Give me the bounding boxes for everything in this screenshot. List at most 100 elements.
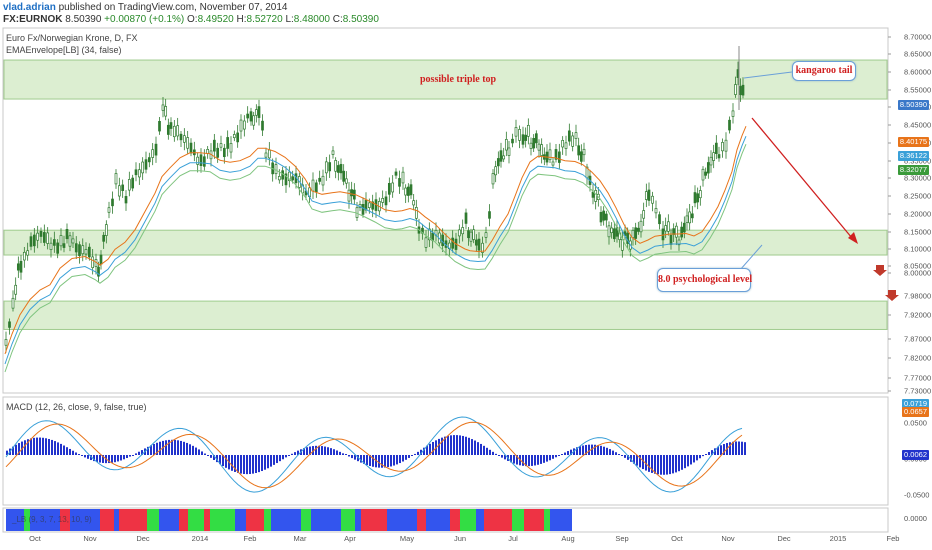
macd-hist-bar (588, 444, 590, 455)
macd-line (5, 416, 743, 493)
candle-body (14, 284, 18, 295)
candle-body (68, 235, 72, 247)
candle-body (71, 238, 75, 244)
macd-hist-bar (222, 455, 224, 467)
candle-body (604, 213, 608, 221)
time-tick-label: Nov (83, 534, 97, 543)
macd-hist-bar (390, 455, 392, 467)
candle-body (564, 142, 568, 149)
author-link[interactable]: vlad.adrian (3, 2, 56, 13)
macd-hist-bar (483, 445, 485, 455)
candle-body (502, 155, 506, 160)
macd-hist-bar (567, 451, 569, 455)
candle-body (347, 189, 351, 202)
macd-hist-bar (639, 455, 641, 468)
candle-body (99, 254, 103, 265)
candle-body (46, 232, 50, 244)
macd-hist-bar (153, 443, 155, 455)
price-tick-label: 8.05000 (904, 262, 931, 271)
symbol-name[interactable]: FX:EURNOK (3, 14, 63, 25)
candle-body (36, 232, 40, 241)
candle-body (161, 104, 165, 111)
candle-body (511, 138, 514, 144)
macd-hist-bar (477, 442, 479, 455)
macd-hist-bar (39, 437, 41, 455)
lb-segment (361, 509, 387, 531)
macd-hist-bar (324, 446, 326, 455)
price-tag: 8.40175 (897, 137, 929, 147)
macd-hist-bar (540, 455, 542, 464)
candle-body (499, 150, 503, 162)
macd-hist-bar (168, 439, 170, 455)
lb-title[interactable]: _LB (9, 3, 7, 13, 10, 9) (12, 515, 92, 524)
macd-hist-bar (354, 455, 356, 460)
candle-body (741, 84, 745, 96)
candle-body (644, 191, 648, 200)
candle-body (26, 250, 30, 256)
price-tick-label: 7.87000 (904, 335, 931, 344)
macd-hist-bar (57, 442, 59, 455)
candle-body (151, 149, 155, 158)
candle-body (166, 124, 170, 135)
macd-title[interactable]: MACD (12, 26, close, 9, false, true) (6, 402, 147, 412)
price-tick-label: 7.98000 (904, 292, 931, 301)
candle-body (344, 178, 348, 184)
candle-body (602, 210, 606, 221)
candle-body (371, 201, 375, 210)
macd-hist-bar (249, 455, 251, 475)
macd-hist-bar (570, 449, 572, 455)
macd-hist-bar (36, 437, 38, 455)
macd-hist-bar (330, 448, 332, 455)
macd-hist-bar (117, 455, 119, 462)
macd-hist-bar (522, 455, 524, 466)
macd-hist-bar (120, 455, 122, 461)
candle-body (451, 237, 455, 249)
candle-body (127, 179, 131, 191)
time-tick-label: Apr (344, 534, 356, 543)
candle-body (62, 243, 66, 248)
macd-hist-bar (492, 451, 494, 455)
candle-body (690, 213, 694, 219)
lb-segment (355, 509, 361, 531)
macd-hist-bar (279, 455, 281, 462)
lb-segment (544, 509, 550, 531)
candle-body (712, 152, 716, 161)
macd-hist-bar (291, 453, 293, 455)
candle-body (222, 147, 226, 158)
candle-body (367, 202, 371, 208)
candle-body (121, 184, 125, 191)
macd-hist-bar (60, 443, 62, 455)
macd-hist-bar (735, 441, 737, 455)
price-tick-label: 8.35000 (904, 157, 931, 166)
indicator-title[interactable]: EMAEnvelope[LB] (34, false) (6, 45, 122, 55)
macd-hist-bar (393, 455, 395, 466)
candle-body (81, 245, 85, 255)
lb-segment (333, 509, 341, 531)
lb-segment (204, 509, 210, 531)
price-tick-label: 8.55000 (904, 86, 931, 95)
candle-body (321, 175, 325, 186)
macd-hist-bar (51, 439, 53, 455)
macd-hist-bar (594, 444, 596, 455)
ema-envelope-upper (4, 126, 747, 355)
lb-segment (6, 509, 24, 531)
candle-body (284, 173, 288, 186)
macd-hist-bar (681, 455, 683, 470)
candle-body (384, 196, 388, 206)
macd-hist-bar (198, 449, 200, 455)
candle-body (414, 207, 418, 219)
macd-hist-bar (108, 455, 110, 464)
macd-hist-bar (285, 455, 287, 458)
macd-hist-bar (561, 454, 563, 455)
lb-segment (524, 509, 544, 531)
macd-hist-bar (462, 435, 464, 455)
macd-hist-bar (414, 453, 416, 455)
lb-segment (235, 509, 246, 531)
candle-body (693, 192, 697, 204)
macd-hist-bar (525, 455, 527, 467)
candle-body (467, 230, 470, 239)
price-tick-label: 8.60000 (904, 68, 931, 77)
candle-body (97, 266, 100, 277)
macd-hist-bar (192, 445, 194, 455)
